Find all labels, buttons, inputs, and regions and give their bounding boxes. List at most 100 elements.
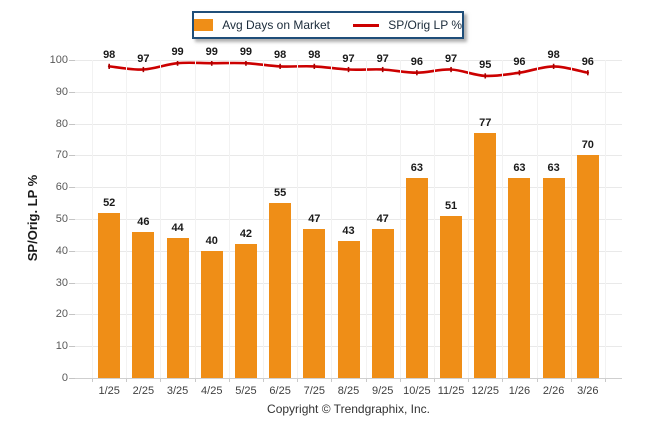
bar-value-label: 47 — [376, 212, 389, 225]
bar-value-label: 63 — [410, 161, 423, 174]
y-axis-tick — [69, 123, 75, 125]
bar — [132, 231, 155, 378]
line-value-label: 98 — [274, 49, 287, 62]
gridline-vertical — [433, 60, 435, 378]
bar — [166, 238, 189, 378]
line-value-label: 99 — [205, 46, 218, 59]
gridline-vertical — [502, 60, 504, 378]
x-axis-tick — [297, 378, 299, 382]
y-tick-label: 80 — [55, 117, 68, 130]
gridline-vertical — [126, 60, 128, 378]
line-value-label: 97 — [137, 52, 150, 65]
gridline-vertical — [228, 60, 230, 378]
gridline-vertical — [604, 60, 606, 378]
y-axis-tick — [69, 60, 75, 61]
y-tick-label: 40 — [55, 244, 68, 257]
line-series-label: SP/Orig LP % — [388, 18, 462, 32]
y-tick-label: 90 — [55, 85, 68, 98]
line-value-label: 98 — [308, 49, 321, 62]
gridline-horizontal — [75, 123, 622, 125]
gridline-horizontal — [75, 219, 622, 220]
bar — [337, 241, 360, 378]
bar — [474, 133, 497, 378]
gridline-vertical — [399, 60, 401, 378]
x-tick-label: 2/25 — [132, 385, 155, 397]
bar-series-label: Avg Days on Market — [222, 18, 331, 32]
line-value-label: 96 — [581, 55, 594, 68]
bar-value-label: 55 — [274, 187, 287, 200]
bar — [542, 177, 565, 378]
gridline-horizontal — [75, 187, 622, 189]
legend: Avg Days on Market SP/Orig LP % — [192, 11, 464, 39]
line-value-label: 96 — [513, 55, 526, 68]
bar-value-label: 52 — [103, 196, 116, 209]
line-value-label: 97 — [444, 52, 458, 65]
x-axis-tick — [604, 378, 606, 382]
bar — [405, 177, 428, 378]
x-tick-label: 2/26 — [542, 385, 565, 397]
bar — [440, 215, 463, 378]
y-tick-label: 0 — [61, 372, 68, 384]
gridline-horizontal — [75, 91, 622, 93]
gridline-vertical — [570, 60, 572, 378]
x-axis-tick — [331, 378, 333, 382]
line-value-label: 97 — [342, 52, 355, 65]
y-axis-tick — [69, 155, 75, 157]
bar-value-label: 42 — [239, 228, 253, 241]
y-tick-label: 30 — [55, 276, 68, 289]
y-axis-tick — [69, 91, 75, 93]
x-tick-label: 7/25 — [303, 385, 326, 397]
x-axis-tick — [228, 378, 230, 382]
x-axis-tick — [263, 378, 265, 382]
gridline-horizontal — [75, 155, 622, 157]
x-tick-label: 10/25 — [403, 385, 431, 397]
x-axis-line — [75, 378, 622, 379]
x-tick-label: 3/26 — [577, 385, 599, 397]
y-axis-tick — [69, 250, 75, 252]
x-axis-tick — [433, 378, 435, 382]
bar-value-label: 51 — [444, 199, 458, 212]
gridline-vertical — [365, 60, 367, 378]
bar-series-swatch-icon — [194, 19, 214, 31]
x-axis-tick — [399, 378, 401, 382]
line-value-label: 97 — [376, 52, 389, 65]
y-tick-label: 70 — [55, 149, 68, 162]
bar — [576, 155, 599, 378]
x-axis-tick — [160, 378, 162, 382]
y-axis-tick — [69, 378, 75, 379]
bar-value-label: 63 — [547, 161, 560, 174]
x-tick-label: 5/25 — [235, 385, 257, 397]
y-axis-tick — [69, 282, 75, 284]
y-axis-tick — [69, 314, 75, 316]
x-tick-label: 4/25 — [201, 385, 223, 397]
y-axis-tick — [69, 346, 75, 348]
gridline-vertical — [297, 60, 299, 378]
x-tick-label: 8/25 — [337, 385, 360, 397]
line-series-swatch-icon — [353, 23, 380, 27]
gridline-vertical — [194, 60, 196, 378]
gridline-vertical — [331, 60, 333, 378]
gridline-vertical — [160, 60, 162, 378]
line-value-label: 99 — [171, 46, 184, 59]
y-tick-label: 50 — [55, 213, 68, 225]
x-axis-tick — [365, 378, 367, 382]
x-axis-tick — [468, 378, 470, 382]
gridline-vertical — [468, 60, 470, 378]
bar — [269, 203, 292, 378]
x-tick-label: 1/26 — [508, 385, 531, 397]
gridline-vertical — [536, 60, 538, 378]
bar — [303, 228, 326, 378]
bar-value-label: 43 — [342, 225, 355, 238]
bar — [371, 228, 394, 378]
y-tick-label: 60 — [55, 181, 68, 194]
y-tick-label: 20 — [55, 308, 68, 321]
gridline-vertical — [92, 60, 94, 378]
bar-value-label: 47 — [308, 212, 321, 225]
bar-value-label: 46 — [137, 215, 150, 228]
x-tick-label: 1/25 — [98, 385, 120, 397]
bar — [508, 177, 531, 378]
x-axis-tick — [92, 378, 94, 382]
bar — [234, 244, 257, 378]
x-axis-tick — [502, 378, 504, 382]
